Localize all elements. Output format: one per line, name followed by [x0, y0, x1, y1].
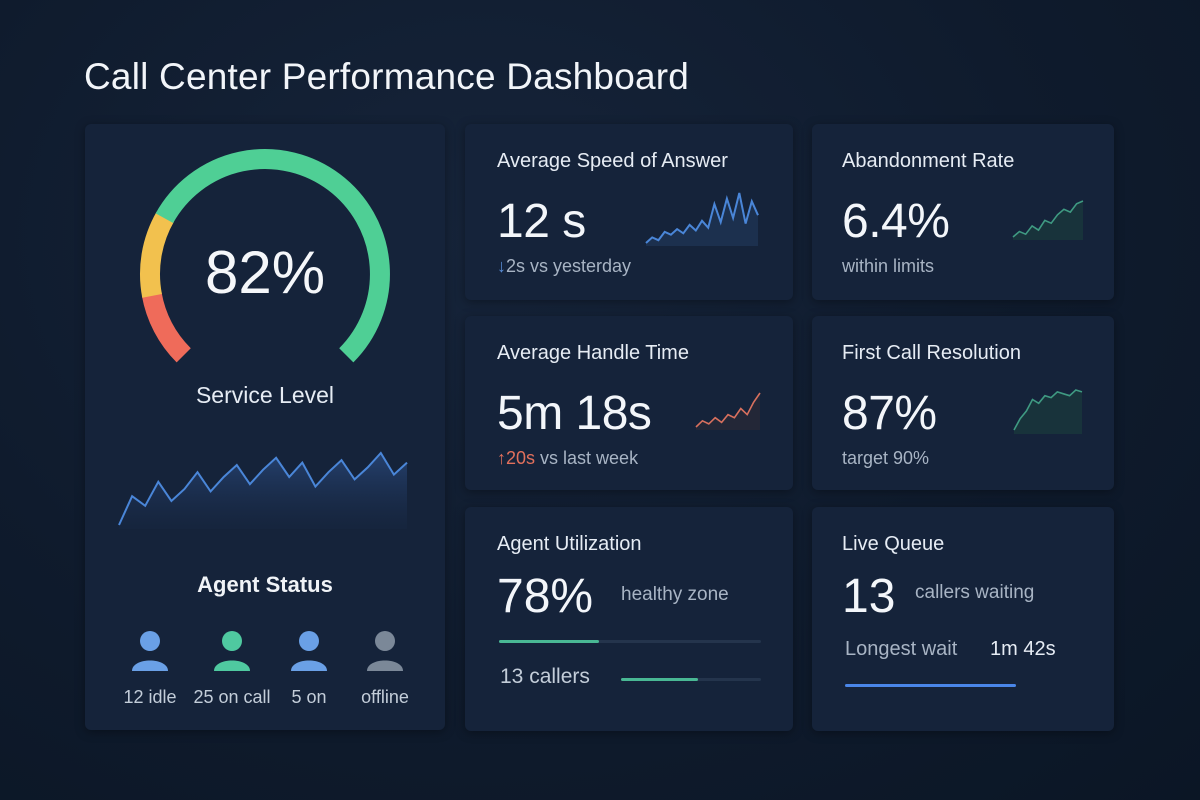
service-level-card[interactable]: 82% Service Level Agent Status 12 idle — [85, 124, 445, 730]
aht-title: Average Handle Time — [497, 342, 689, 364]
asa-delta: ↓2s vs yesterday — [497, 256, 631, 277]
service-level-trend-chart — [118, 451, 408, 529]
service-level-gauge — [140, 149, 390, 363]
utilization-card[interactable]: Agent Utilization 78% healthy zone 13 ca… — [465, 507, 793, 731]
abandonment-title: Abandonment Rate — [842, 150, 1015, 172]
live-queue-bar-fill — [845, 684, 1016, 687]
aht-delta-highlight: 20s — [506, 448, 536, 468]
utilization-note: healthy zone — [621, 584, 729, 605]
utilization-value: 78% — [497, 570, 594, 623]
asa-card[interactable]: Average Speed of Answer 12 s ↓2s vs yest… — [465, 124, 793, 300]
aht-sparkline-line — [695, 392, 761, 428]
aht-delta-text: vs last week — [535, 448, 639, 468]
asa-value: 12 s — [497, 195, 586, 248]
agent-status-list: 12 idle 25 on call 5 on — [110, 629, 430, 709]
live-queue-note: callers waiting — [915, 582, 1035, 603]
agent-status-label: 25 on call — [193, 687, 271, 707]
live-queue-value: 13 — [842, 570, 896, 623]
user-icon — [367, 631, 403, 671]
callers-bar-track — [621, 678, 761, 681]
aht-card[interactable]: Average Handle Time 5m 18s ↑20s vs last … — [465, 316, 793, 490]
abandonment-value: 6.4% — [842, 195, 950, 248]
callers-bar-fill — [621, 678, 698, 681]
utilization-bar-fill — [499, 640, 599, 643]
utilization-title: Agent Utilization — [497, 533, 642, 555]
fcr-title: First Call Resolution — [842, 342, 1021, 364]
fcr-card[interactable]: First Call Resolution 87% target 90% — [812, 316, 1114, 490]
agent-status-label: offline — [361, 687, 409, 707]
asa-delta-text: 2s vs yesterday — [506, 256, 632, 276]
abandonment-sparkline-line — [1012, 200, 1084, 238]
fcr-sparkline-area — [1014, 390, 1082, 434]
gauge-segment-green — [155, 149, 390, 363]
user-icon — [291, 631, 327, 671]
gauge-segment-yellow — [140, 211, 175, 298]
fcr-sparkline — [1013, 389, 1083, 434]
user-icon — [132, 631, 168, 671]
asa-title: Average Speed of Answer — [497, 150, 728, 172]
agent-status-idle[interactable]: 12 idle — [110, 629, 190, 708]
aht-value: 5m 18s — [497, 387, 652, 440]
arrow-up-icon: ↑ — [497, 448, 506, 468]
service-level-label: Service Level — [195, 382, 335, 408]
fcr-value: 87% — [842, 387, 937, 440]
agent-status-on-break[interactable]: 5 on — [269, 629, 349, 708]
abandonment-sparkline — [1012, 200, 1084, 240]
fcr-sparkline-line — [1013, 389, 1083, 431]
live-queue-title: Live Queue — [842, 533, 945, 555]
service-level-trend-line — [118, 451, 408, 526]
agent-status-label: 12 idle — [123, 687, 177, 707]
user-icon — [214, 631, 250, 671]
fcr-note: target 90% — [842, 448, 930, 468]
aht-sparkline-area — [696, 393, 760, 430]
abandonment-sparkline-area — [1013, 201, 1083, 240]
abandonment-card[interactable]: Abandonment Rate 6.4% within limits — [812, 124, 1114, 300]
live-queue-bar-track — [845, 684, 1016, 687]
arrow-down-icon: ↓ — [497, 256, 506, 276]
page-title: Call Center Performance Dashboard — [84, 56, 690, 97]
agent-status-on-call[interactable]: 25 on call — [192, 629, 272, 708]
longest-wait-value: 1m 42s — [990, 638, 1056, 660]
service-level-trend-area — [119, 453, 407, 529]
aht-sparkline — [695, 392, 761, 430]
agent-status-title: Agent Status — [197, 572, 333, 597]
agent-status-label: 5 on — [291, 687, 327, 707]
gauge-segment-red — [141, 291, 191, 363]
agent-status-offline[interactable]: offline — [345, 629, 425, 708]
utilization-bar-track — [499, 640, 761, 643]
asa-sparkline — [645, 192, 759, 246]
asa-sparkline-line — [645, 192, 759, 244]
abandonment-note: within limits — [842, 256, 935, 276]
longest-wait-label: Longest wait — [845, 638, 958, 660]
utilization-callers: 13 callers — [500, 665, 590, 688]
service-level-value: 82% — [204, 239, 326, 306]
aht-delta: ↑20s vs last week — [497, 448, 638, 469]
live-queue-card[interactable]: Live Queue 13 callers waiting Longest wa… — [812, 507, 1114, 731]
